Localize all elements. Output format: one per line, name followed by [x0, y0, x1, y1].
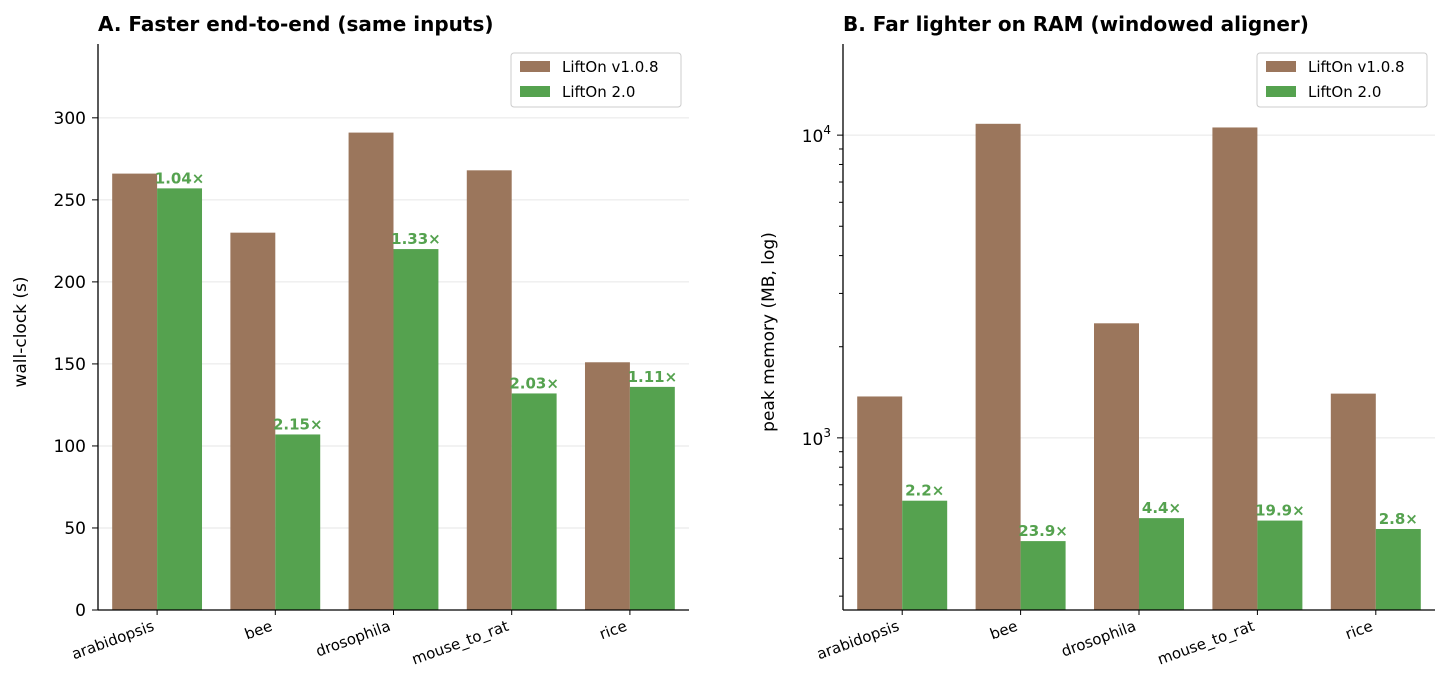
x-tick-label: arabidopsis [814, 617, 901, 663]
x-tick-label: drosophila [1059, 617, 1139, 661]
y-tick-label: 250 [54, 191, 86, 211]
y-tick-label: 104 [802, 123, 831, 147]
bar-v20-bee [275, 434, 321, 610]
bar-v20-drosophila [1139, 518, 1184, 610]
x-tick-label: bee [242, 617, 274, 643]
bar-v108-rice [1330, 393, 1376, 610]
y-axis-label: peak memory (MB, log) [759, 232, 779, 432]
bar-v108-mouse_to_rat [1212, 127, 1258, 611]
x-tick-label: rice [597, 617, 629, 643]
y-tick-label: 200 [54, 273, 86, 293]
legend-label: LiftOn v1.0.8 [1308, 58, 1405, 76]
legend-label: LiftOn 2.0 [562, 83, 635, 101]
legend-box [1256, 52, 1428, 108]
legend: LiftOn v1.0.8 LiftOn 2.0 [510, 52, 682, 108]
bar-v108-arabidopsis [857, 396, 903, 610]
bar-v20-rice [1375, 528, 1421, 610]
chart-title: B. Far lighter on RAM (windowed aligner) [843, 12, 1309, 36]
bar-v20-arabidopsis [157, 188, 203, 610]
bar-v20-arabidopsis [902, 500, 948, 610]
legend-label: LiftOn 2.0 [1308, 83, 1381, 101]
x-tick-label: mouse_to_rat [1155, 617, 1257, 670]
x-tick-label: bee [988, 617, 1020, 643]
legend-swatch [1266, 86, 1296, 97]
bar-v20-mouse_to_rat [1257, 520, 1303, 610]
bar-v20-drosophila [393, 249, 439, 611]
legend-swatch [520, 86, 550, 97]
y-tick-label: 0 [75, 601, 86, 621]
y-tick-label: 100 [54, 437, 86, 457]
bar-v20-rice [629, 386, 675, 610]
legend-box [510, 52, 682, 108]
y-tick-label-base: 10 [802, 430, 824, 450]
speedup-label: 23.9× [1018, 522, 1068, 540]
x-tick-label: mouse_to_rat [409, 617, 511, 670]
bar-v108-arabidopsis [112, 173, 158, 610]
speedup-label: 1.11× [628, 368, 678, 386]
bar-v20-bee [1020, 541, 1066, 610]
bar-v108-mouse_to_rat [466, 170, 512, 610]
y-tick-label: 300 [54, 109, 86, 129]
legend-label: LiftOn v1.0.8 [562, 58, 659, 76]
speedup-label: 1.04× [155, 169, 205, 187]
speedup-label: 2.2× [905, 482, 944, 500]
bar-v108-drosophila [348, 132, 394, 610]
speedup-label: 2.15× [273, 415, 323, 433]
bar-v108-drosophila [1094, 323, 1139, 610]
speedup-label: 2.8× [1379, 510, 1418, 528]
speedup-label: 4.4× [1142, 499, 1181, 517]
speedup-label: 2.03× [509, 374, 559, 392]
y-tick-label: 50 [64, 519, 86, 539]
y-tick-label-exponent: 3 [823, 426, 831, 440]
y-tick-label-base: 10 [802, 127, 824, 147]
x-tick-label: arabidopsis [69, 617, 156, 663]
y-tick-label: 103 [802, 426, 831, 450]
bar-v20-mouse_to_rat [511, 393, 557, 610]
bar-v108-bee [975, 123, 1021, 611]
legend-swatch [520, 61, 550, 72]
bar-v108-bee [230, 232, 276, 610]
speedup-label: 19.9× [1255, 502, 1305, 520]
y-tick-label-exponent: 4 [823, 123, 831, 137]
y-tick-label: 150 [54, 355, 86, 375]
chart-panel-a: 1.04× arabidopsis 2.15× bee 1.33× drosophila 2… [11, 12, 689, 669]
speedup-label: 1.33× [391, 230, 441, 248]
legend-swatch [1266, 61, 1296, 72]
chart-title: A. Faster end-to-end (same inputs) [98, 12, 494, 36]
x-tick-label: drosophila [313, 617, 393, 661]
y-axis-label: wall-clock (s) [11, 276, 31, 387]
legend: LiftOn v1.0.8 LiftOn 2.0 [1256, 52, 1428, 108]
bar-v108-rice [584, 362, 630, 610]
x-tick-label: rice [1343, 617, 1375, 643]
chart-panel-b: 2.2× arabidopsis 23.9× bee 4.4× drosophila 19.… [759, 12, 1435, 669]
